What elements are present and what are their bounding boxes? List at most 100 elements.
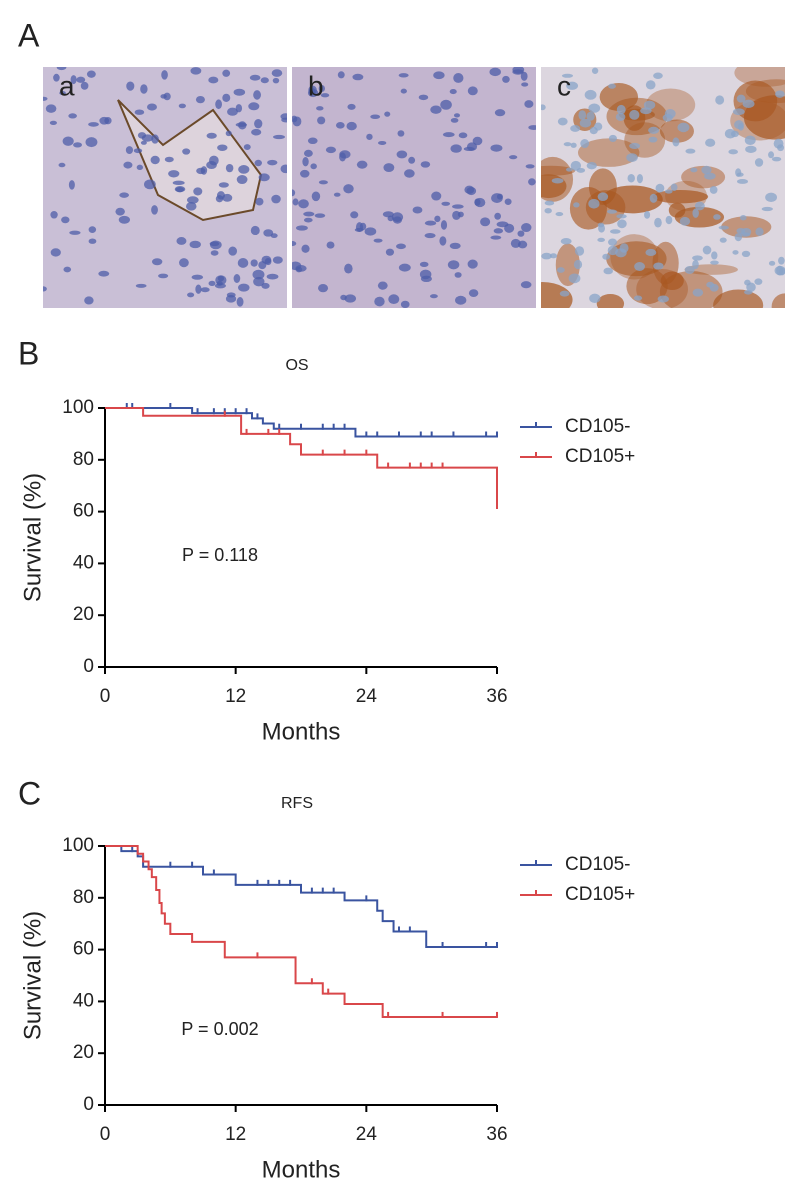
stain: [734, 67, 785, 87]
panel-label: A: [18, 17, 40, 53]
nucleus: [715, 95, 725, 105]
nucleus: [419, 269, 432, 280]
legend-label: CD105-: [565, 416, 630, 437]
nucleus: [467, 259, 478, 269]
nucleus: [314, 213, 326, 218]
nucleus: [292, 116, 302, 127]
nucleus: [346, 121, 357, 131]
nucleus: [442, 132, 455, 138]
nucleus: [384, 111, 391, 117]
nucleus: [258, 261, 267, 270]
panel-label: C: [18, 775, 41, 811]
nucleus: [98, 270, 110, 277]
nucleus: [566, 81, 579, 90]
nucleus: [617, 219, 627, 229]
nucleus: [69, 230, 81, 235]
nucleus: [366, 133, 373, 140]
nucleus: [400, 300, 410, 308]
nucleus: [249, 74, 261, 81]
nucleus: [640, 107, 652, 115]
nucleus: [466, 142, 478, 151]
y-tick-label: 20: [73, 604, 94, 625]
nucleus: [573, 202, 580, 208]
nucleus: [657, 295, 670, 303]
nucleus: [50, 211, 58, 219]
nucleus: [420, 161, 431, 168]
nucleus: [616, 214, 627, 219]
nucleus: [191, 274, 204, 280]
nucleus: [449, 89, 457, 95]
nucleus: [251, 128, 262, 136]
x-tick-label: 24: [356, 1124, 378, 1145]
nucleus: [441, 201, 451, 206]
nucleus: [754, 158, 764, 167]
nucleus: [343, 184, 354, 194]
y-tick-label: 40: [73, 990, 94, 1011]
nucleus: [136, 164, 144, 171]
nucleus: [609, 229, 621, 234]
nucleus: [576, 167, 586, 173]
nucleus: [453, 113, 461, 118]
nucleus: [419, 261, 429, 267]
nucleus: [744, 135, 756, 145]
nucleus: [629, 109, 640, 120]
y-tick-label: 0: [83, 656, 94, 677]
nucleus: [208, 280, 216, 287]
nucleus: [254, 118, 263, 129]
nucleus: [447, 260, 460, 270]
nucleus: [664, 109, 676, 119]
nucleus: [502, 75, 510, 83]
nucleus: [326, 241, 335, 249]
nucleus: [570, 160, 581, 171]
nucleus: [335, 122, 345, 129]
nucleus: [215, 99, 222, 110]
nucleus: [237, 258, 249, 268]
nucleus: [431, 191, 442, 201]
annotation: P = 0.118: [182, 545, 258, 565]
nucleus: [544, 200, 555, 206]
nucleus: [270, 233, 278, 239]
nucleus: [679, 216, 691, 226]
nucleus: [189, 240, 201, 249]
nucleus: [85, 137, 98, 148]
nucleus: [374, 296, 385, 307]
nucleus: [233, 274, 241, 283]
survival-line: [105, 407, 497, 438]
nucleus: [584, 89, 597, 100]
image-label: a: [59, 70, 75, 101]
nucleus: [644, 211, 651, 219]
nucleus: [509, 155, 518, 160]
nucleus: [608, 83, 616, 89]
nucleus: [307, 137, 318, 145]
nucleus: [140, 84, 148, 94]
nucleus: [151, 205, 158, 215]
nucleus: [222, 193, 233, 202]
nucleus: [370, 114, 381, 119]
nucleus: [472, 136, 483, 146]
nucleus: [168, 170, 180, 178]
nucleus: [616, 104, 626, 115]
nucleus: [404, 169, 415, 178]
nucleus: [68, 180, 75, 190]
nucleus: [135, 283, 147, 288]
nucleus: [574, 246, 585, 256]
nucleus: [704, 172, 716, 180]
stain: [541, 282, 573, 308]
nucleus: [134, 109, 145, 115]
nucleus: [210, 250, 219, 256]
image-bg: [292, 67, 536, 308]
nucleus: [63, 266, 72, 273]
nucleus: [598, 224, 605, 233]
nucleus: [524, 100, 534, 108]
nucleus: [563, 142, 572, 147]
nucleus: [388, 294, 400, 305]
nucleus: [255, 197, 264, 206]
nucleus: [633, 295, 643, 301]
survival-line: [105, 407, 498, 510]
nucleus: [607, 245, 619, 256]
nucleus: [672, 137, 680, 147]
x-tick-label: 36: [486, 686, 507, 707]
nucleus: [318, 84, 325, 93]
nucleus: [209, 241, 220, 247]
